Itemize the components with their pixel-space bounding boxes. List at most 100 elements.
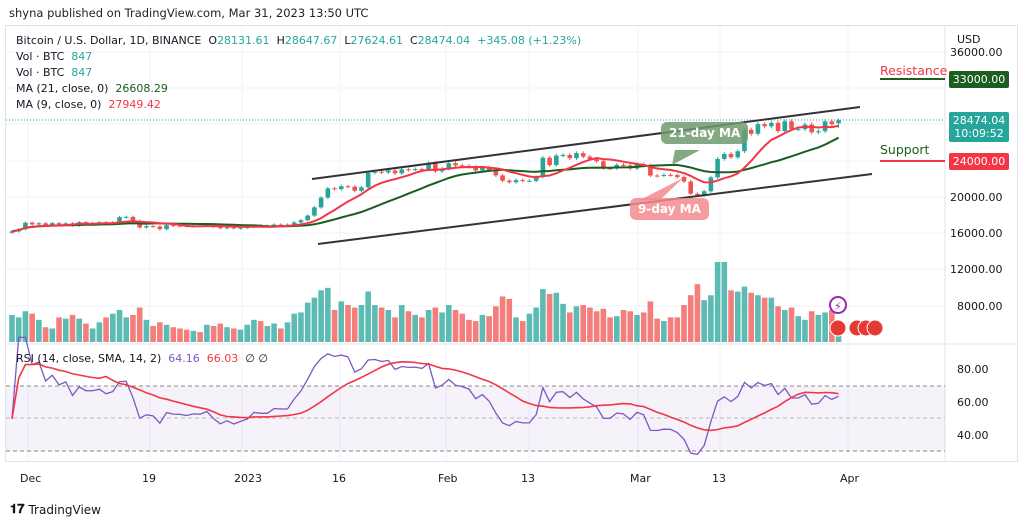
volume-bar	[298, 312, 304, 342]
rsi-tick: 80.00	[957, 363, 989, 376]
candle-body	[123, 216, 129, 218]
volume-bar	[815, 314, 822, 342]
volume-bar	[311, 297, 318, 342]
candle-body	[144, 226, 149, 228]
candle-body	[782, 121, 788, 132]
time-tick: Mar	[630, 472, 651, 485]
volume-bar	[627, 311, 634, 342]
volume-bar	[15, 317, 22, 342]
volume-bar	[466, 319, 472, 342]
volume-row: Vol · BTC 847	[16, 50, 93, 63]
volume-bar	[526, 313, 533, 342]
candle-body	[63, 223, 69, 225]
volume-bar	[157, 322, 163, 342]
upper-trendline[interactable]	[311, 106, 861, 180]
candle-body	[150, 226, 156, 228]
volume-bar	[183, 329, 190, 342]
chart-legend: Bitcoin / U.S. Dollar, 1D, BINANCE O2813…	[16, 33, 581, 113]
volume-bar	[210, 326, 217, 342]
price-tick: 12000.00	[950, 263, 1003, 276]
candle-body	[480, 167, 485, 171]
candle-body	[372, 171, 378, 173]
volume-bar	[600, 308, 607, 342]
ma9-row: MA (9, close, 0) 27949.42	[16, 98, 161, 111]
candle-body	[352, 186, 358, 191]
time-tick: 13	[712, 472, 726, 485]
chart-frame	[5, 25, 1018, 462]
ma9-line	[11, 124, 839, 233]
volume-bar	[714, 262, 721, 342]
volume-bar	[452, 310, 459, 342]
candle-body	[170, 225, 176, 227]
candle-body	[9, 231, 15, 233]
candle-body	[453, 163, 458, 166]
candle-body	[795, 129, 801, 131]
volume-bar	[647, 301, 654, 342]
candle-body	[527, 180, 532, 182]
volume-bar	[479, 314, 486, 342]
candle-body	[386, 170, 391, 173]
candle-body	[674, 175, 680, 178]
volume-bar	[271, 323, 277, 342]
ma21-line	[11, 136, 840, 233]
volume-bar	[83, 323, 89, 342]
volume-bar	[432, 307, 439, 342]
candle-body	[621, 164, 626, 166]
volume-row: Vol · BTC 847	[16, 66, 93, 79]
candle-body	[533, 177, 539, 181]
candle-body	[708, 177, 714, 192]
volume-bar	[358, 305, 365, 342]
rsi-tick: 40.00	[957, 429, 989, 442]
volume-bar	[755, 295, 761, 342]
volume-bar	[22, 311, 29, 342]
volume-bar	[822, 312, 828, 342]
candle-body	[836, 120, 841, 124]
ma21-callout: 21-day MA	[661, 122, 749, 144]
lower-trendline[interactable]	[317, 173, 873, 245]
candle-body	[601, 161, 606, 169]
tradingview-logo[interactable]: 𝟏𝟕 TradingView	[10, 502, 101, 517]
volume-bar	[130, 314, 136, 342]
candle-body	[762, 124, 767, 127]
volume-bar	[788, 307, 795, 342]
candle-body	[83, 222, 89, 224]
us-flag-icon	[866, 319, 884, 337]
volume-bar	[640, 312, 647, 342]
volume-bar	[318, 290, 324, 342]
volume-bar	[607, 317, 613, 342]
candle-body	[238, 227, 243, 229]
volume-bar	[325, 287, 331, 342]
volume-bar	[224, 327, 230, 342]
volume-bar	[761, 297, 768, 342]
volume-bar	[230, 328, 237, 342]
volume-bar	[392, 317, 398, 342]
candle-body	[298, 220, 304, 223]
candle-body	[43, 223, 48, 226]
candle-body	[654, 175, 660, 177]
volume-bar	[405, 311, 412, 342]
candle-body	[506, 180, 512, 183]
volume-bar	[674, 317, 681, 342]
ma21-bubble-tail	[672, 150, 700, 165]
volume-bar	[163, 324, 170, 342]
resistance-price-tag: 33000.00	[949, 71, 1009, 88]
volume-bar	[62, 318, 69, 342]
candle-body	[722, 153, 727, 159]
last-price-tag: 28474.04 10:09:52	[949, 112, 1009, 142]
volume-bar	[614, 316, 620, 342]
volume-bar	[372, 305, 378, 342]
volume-bar	[150, 326, 156, 342]
candle-body	[305, 215, 310, 221]
volume-bar	[560, 303, 566, 342]
volume-bar	[96, 322, 103, 342]
candle-body	[130, 216, 136, 221]
volume-bar	[304, 302, 311, 342]
volume-bar	[190, 330, 197, 342]
candle-body	[775, 122, 781, 132]
candle-body	[291, 222, 297, 225]
candle-body	[816, 131, 821, 133]
candle-body	[661, 174, 667, 176]
volume-bar	[42, 327, 49, 342]
candle-body	[735, 151, 741, 158]
